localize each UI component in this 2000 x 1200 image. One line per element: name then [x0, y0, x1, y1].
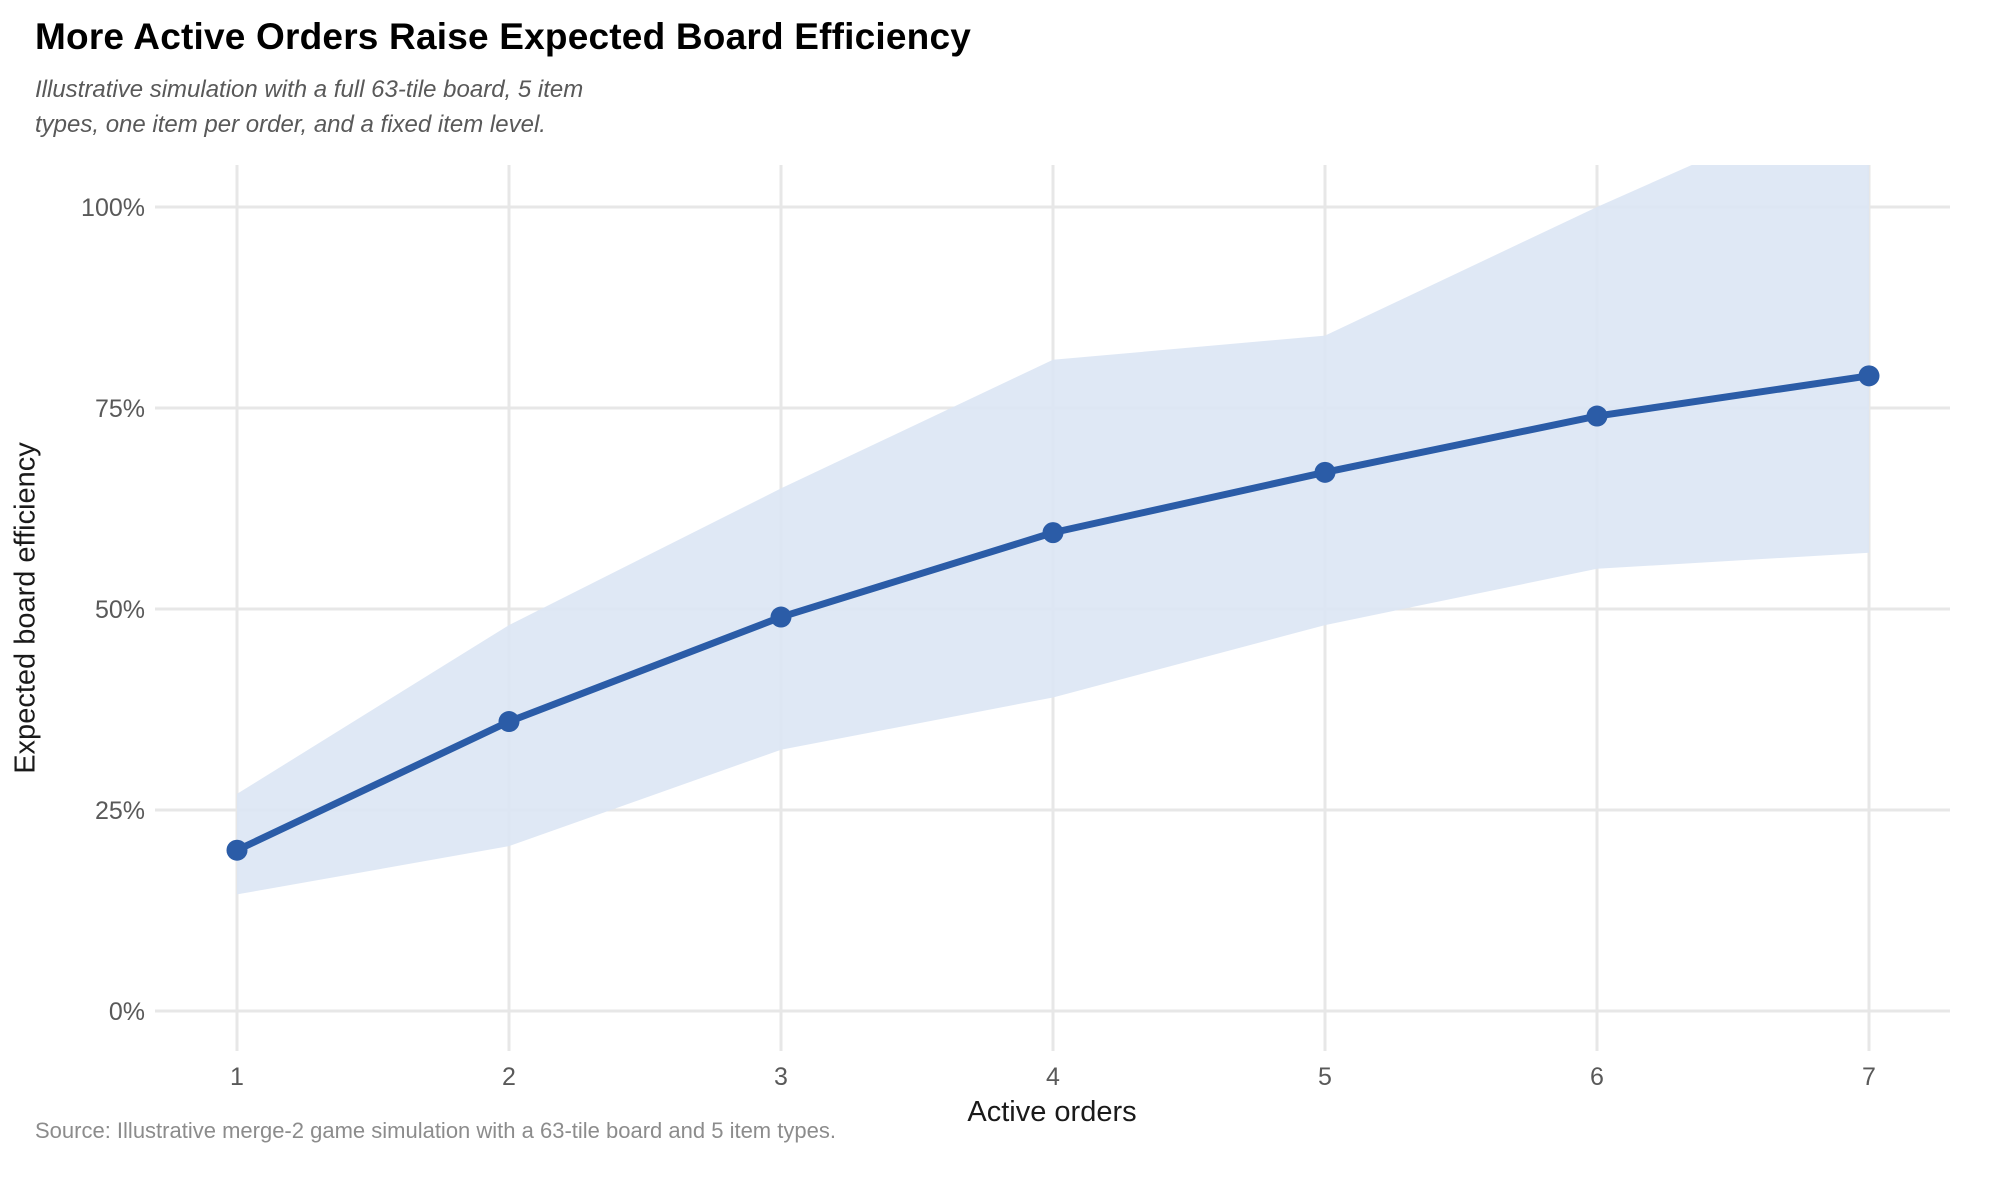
x-tick-label: 6 — [1590, 1063, 1604, 1091]
data-point — [770, 606, 792, 628]
source-note: Source: Illustrative merge-2 game simula… — [35, 1118, 836, 1143]
y-axis-title: Expected board efficiency — [9, 442, 42, 774]
x-tick-label: 7 — [1862, 1063, 1876, 1091]
y-tick-label: 75% — [95, 395, 145, 423]
chart-subtitle-line-2: types, one item per order, and a fixed i… — [35, 111, 546, 138]
x-tick-label: 3 — [774, 1063, 788, 1091]
chart-subtitle: Illustrative simulation with a full 63-t… — [35, 72, 583, 142]
x-tick-label: 5 — [1318, 1063, 1332, 1091]
x-tick-label: 2 — [502, 1063, 516, 1091]
data-point — [1586, 405, 1608, 427]
x-tick-label: 4 — [1046, 1063, 1060, 1091]
chart-title: More Active Orders Raise Expected Board … — [35, 16, 972, 57]
data-point — [226, 839, 248, 861]
x-tick-label: 1 — [230, 1063, 244, 1091]
y-tick-label: 50% — [95, 596, 145, 624]
data-point — [498, 711, 520, 733]
chart-subtitle-line-1: Illustrative simulation with a full 63-t… — [35, 76, 584, 103]
y-tick-label: 25% — [95, 797, 145, 825]
y-tick-label: 100% — [81, 194, 145, 222]
y-tick-label: 0% — [109, 998, 145, 1026]
data-point — [1314, 461, 1336, 483]
data-point — [1042, 522, 1064, 544]
data-point — [1858, 365, 1880, 387]
x-axis-title: Active orders — [967, 1096, 1137, 1128]
